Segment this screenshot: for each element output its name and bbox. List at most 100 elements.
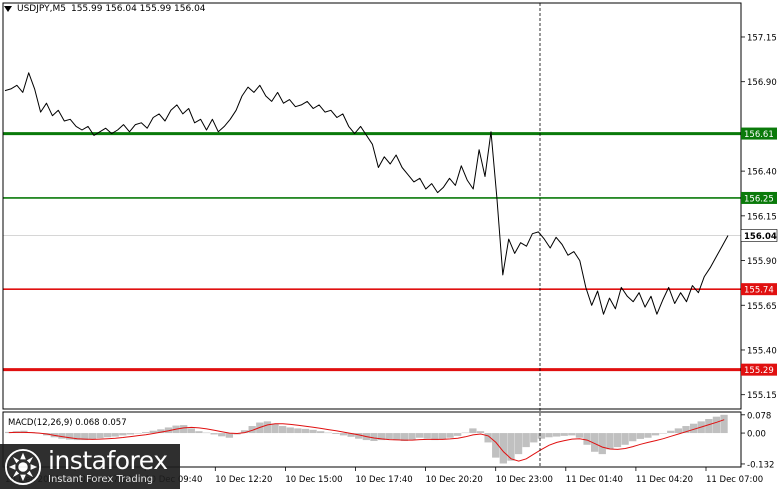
macd-histogram-bar bbox=[294, 428, 302, 434]
macd-histogram-bar bbox=[613, 433, 622, 448]
macd-histogram-bar bbox=[545, 433, 553, 438]
macd-histogram-bar bbox=[667, 430, 675, 434]
macd-histogram-bar bbox=[180, 425, 188, 434]
main-pane-border bbox=[2, 2, 742, 410]
dropdown-triangle-icon[interactable] bbox=[4, 6, 12, 12]
macd-histogram-bar bbox=[225, 433, 234, 438]
macd-histogram-bar bbox=[446, 433, 454, 438]
macd-histogram-bar bbox=[263, 421, 272, 434]
macd-histogram-bar bbox=[301, 428, 310, 434]
ohlc-values: 155.99 156.04 155.99 156.04 bbox=[70, 4, 206, 14]
macd-histogram-bar bbox=[385, 433, 393, 440]
macd-label: MACD(12,26,9) 0.068 0.057 bbox=[8, 418, 127, 428]
macd-histogram-bar bbox=[583, 433, 591, 445]
macd-histogram-bar bbox=[644, 433, 652, 438]
macd-histogram-bar bbox=[157, 429, 165, 434]
macd-histogram-bar bbox=[712, 416, 721, 434]
macd-histogram-bar bbox=[499, 433, 507, 464]
macd-histogram-bar bbox=[621, 433, 629, 445]
chart-header: USDJPY,M5 155.99 156.04 155.99 156.04 bbox=[4, 4, 206, 14]
macd-histogram-bar bbox=[88, 433, 97, 440]
macd-histogram-bar bbox=[355, 433, 363, 439]
price-line-usdjpy bbox=[4, 72, 729, 315]
macd-tick-label: 0.00 bbox=[747, 430, 766, 440]
main-pane bbox=[3, 72, 741, 372]
time-tick-label: 10 Dec 17:40 bbox=[356, 475, 413, 485]
macd-histogram-bar bbox=[720, 414, 728, 434]
time-tick-label: 10 Dec 15:00 bbox=[285, 475, 342, 485]
macd-pane-border bbox=[2, 411, 742, 468]
macd-histogram-bar bbox=[454, 433, 462, 436]
macd-histogram-bar bbox=[5, 431, 13, 434]
macd-histogram-bar bbox=[492, 433, 500, 458]
macd-histogram-bar bbox=[218, 433, 226, 437]
macd-histogram-bar bbox=[674, 428, 683, 434]
macd-histogram-bar bbox=[347, 433, 355, 437]
macd-histogram-bar bbox=[240, 430, 249, 434]
macd-histogram-bar bbox=[461, 432, 469, 434]
macd-histogram-bar bbox=[111, 433, 119, 437]
macd-histogram-bar bbox=[81, 433, 89, 441]
macd-histogram-bar bbox=[187, 428, 195, 434]
macd-histogram-bar bbox=[415, 433, 424, 438]
macd-histogram-bar bbox=[537, 433, 546, 439]
macd-histogram-bar bbox=[103, 433, 112, 438]
macd-histogram-bar bbox=[636, 433, 644, 439]
macd-histogram-bar bbox=[271, 423, 279, 434]
macd-histogram-bar bbox=[317, 431, 325, 434]
macd-histogram-bar bbox=[552, 433, 561, 437]
macd-histogram-bar bbox=[514, 433, 523, 455]
macd-histogram-bar bbox=[408, 433, 416, 440]
price-tick-label: 156.90 bbox=[747, 78, 777, 88]
macd-histogram-bar bbox=[377, 433, 386, 441]
time-tick-label: 11 Dec 07:00 bbox=[706, 475, 763, 485]
macd-histogram-bar bbox=[705, 419, 713, 434]
brand-tagline: Instant Forex Trading bbox=[48, 473, 154, 485]
macd-histogram-bar bbox=[58, 433, 66, 439]
price-tick-label: 155.40 bbox=[747, 346, 777, 356]
macd-histogram-bar bbox=[560, 433, 568, 436]
price-tick-label: 155.65 bbox=[747, 302, 777, 312]
price-tick-label: 155.15 bbox=[747, 391, 777, 401]
macd-histogram-bar bbox=[126, 433, 135, 435]
macd-histogram-bar bbox=[568, 433, 576, 436]
time-tick-label: 11 Dec 01:40 bbox=[566, 475, 623, 485]
macd-histogram-bar bbox=[423, 433, 431, 439]
price-tick-label: 157.15 bbox=[747, 33, 777, 43]
brand-name: instaforex bbox=[48, 445, 168, 475]
macd-histogram-bar bbox=[149, 430, 157, 434]
macd-histogram-bar bbox=[141, 432, 150, 434]
macd-histogram-bar bbox=[629, 433, 637, 442]
macd-histogram-bar bbox=[73, 433, 81, 441]
instaforex-logo-icon bbox=[4, 448, 42, 485]
level-price-tag bbox=[741, 283, 777, 296]
level-price-label: 155.29 bbox=[744, 366, 774, 376]
macd-histogram-bar bbox=[202, 432, 211, 434]
current-price-label: 156.04 bbox=[744, 232, 777, 242]
macd-histogram-bar bbox=[119, 433, 127, 436]
macd-histogram-bar bbox=[651, 433, 660, 436]
macd-histogram-bar bbox=[591, 433, 599, 452]
time-tick-label: 10 Dec 12:20 bbox=[215, 475, 272, 485]
current-price-tag bbox=[740, 229, 778, 242]
macd-histogram-bar bbox=[682, 426, 690, 434]
symbol-timeframe: USDJPY,M5 bbox=[17, 4, 66, 14]
macd-histogram-bar bbox=[606, 433, 614, 450]
macd-histogram-bar bbox=[575, 433, 584, 438]
time-tick-label: 11 Dec 04:20 bbox=[636, 475, 693, 485]
macd-histogram-bar bbox=[96, 433, 104, 439]
price-tick-label: 156.40 bbox=[747, 168, 777, 178]
macd-histogram-bar bbox=[370, 433, 378, 442]
macd-histogram-bar bbox=[324, 432, 332, 434]
macd-histogram-bar bbox=[507, 433, 515, 461]
macd-histogram-bar bbox=[689, 423, 698, 434]
macd-histogram-bar bbox=[469, 428, 477, 434]
level-price-tag bbox=[741, 191, 777, 204]
macd-histogram-bar bbox=[393, 433, 401, 441]
level-price-label: 156.25 bbox=[744, 194, 774, 204]
macd-signal-line bbox=[8, 419, 725, 462]
macd-histogram-bar bbox=[339, 433, 348, 436]
macd-histogram-bar bbox=[65, 433, 74, 440]
